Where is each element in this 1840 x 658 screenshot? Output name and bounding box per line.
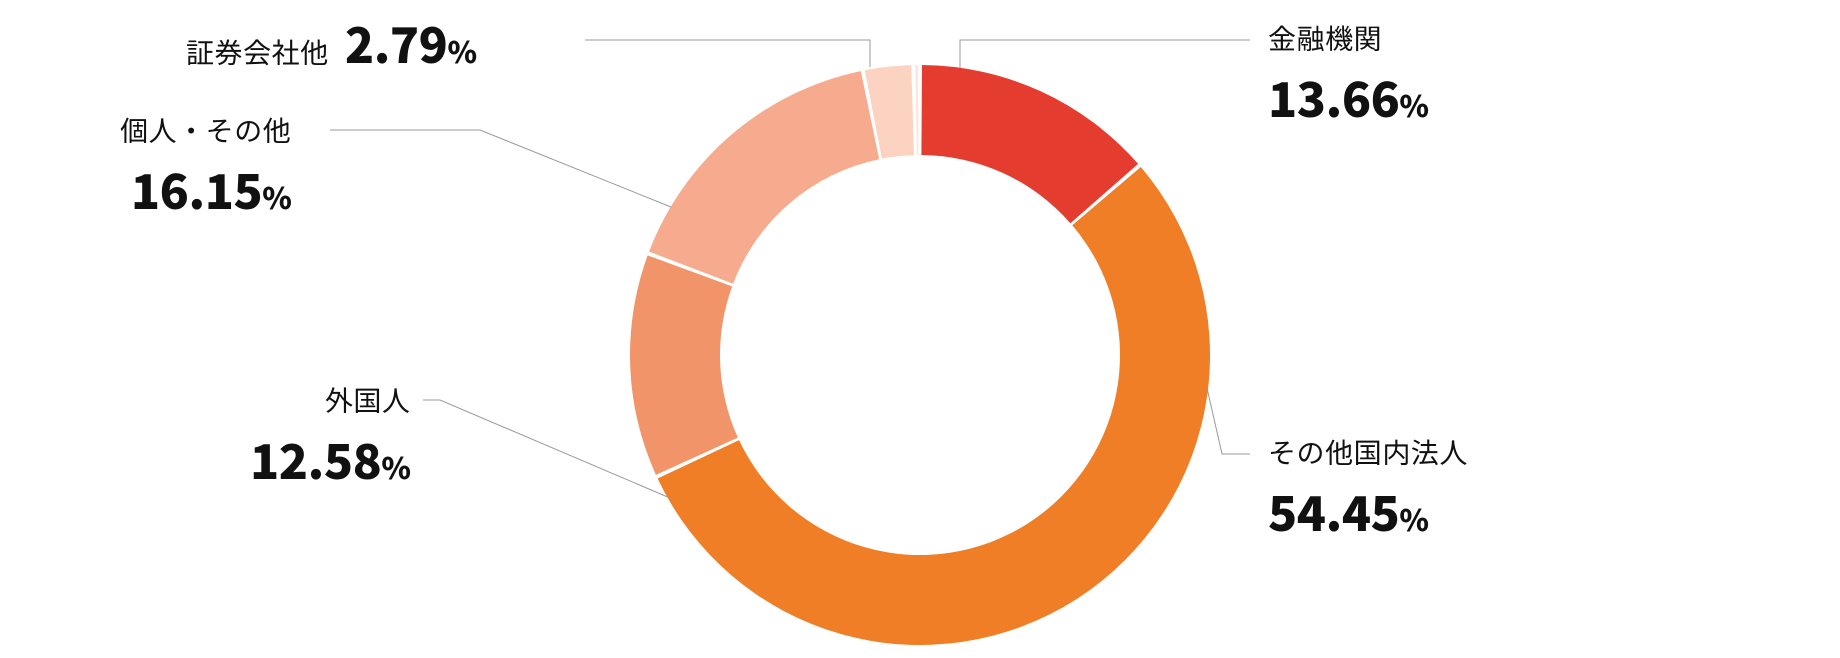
percent-sign: %	[381, 444, 410, 488]
label-value: 54.45%	[1268, 486, 1468, 534]
label-value: 12.58%	[250, 434, 411, 482]
donut-slices	[630, 65, 1210, 645]
leader-financial-institutions	[960, 40, 1250, 68]
slice-foreigners	[630, 255, 738, 474]
label-value: 2.79%	[345, 7, 477, 77]
donut-chart: 金融機関 13.66% その他国内法人 54.45% 外国人 12.58% 個人・その他 16…	[0, 0, 1840, 658]
label-securities-companies-other: 証券会社他2.79%	[186, 18, 477, 72]
label-text: 個人・その他	[120, 110, 291, 150]
percent-sign: %	[447, 28, 476, 72]
leader-foreigners	[423, 400, 670, 498]
slice-individuals-other	[649, 71, 879, 284]
percent-sign: %	[1399, 82, 1428, 126]
label-value: 16.15%	[120, 164, 291, 212]
label-other-domestic-corporations: その他国内法人 54.45%	[1268, 432, 1468, 534]
label-text: 証券会社他	[186, 32, 329, 72]
percent-sign: %	[1399, 496, 1428, 540]
leader-individuals-other	[330, 130, 671, 207]
percent-sign: %	[262, 174, 291, 218]
label-text: その他国内法人	[1268, 432, 1468, 472]
leader-securities-companies-other	[585, 40, 870, 67]
label-value: 13.66%	[1268, 72, 1429, 120]
donut-svg	[0, 0, 1840, 658]
label-financial-institutions: 金融機関 13.66%	[1268, 18, 1429, 120]
label-text: 金融機関	[1268, 18, 1429, 58]
label-text: 外国人	[250, 380, 411, 420]
slice-remainder	[915, 65, 918, 155]
label-individuals-other: 個人・その他 16.15%	[120, 110, 291, 212]
label-foreigners: 外国人 12.58%	[250, 380, 411, 482]
leader-other-domestic-corporations	[1207, 388, 1250, 454]
